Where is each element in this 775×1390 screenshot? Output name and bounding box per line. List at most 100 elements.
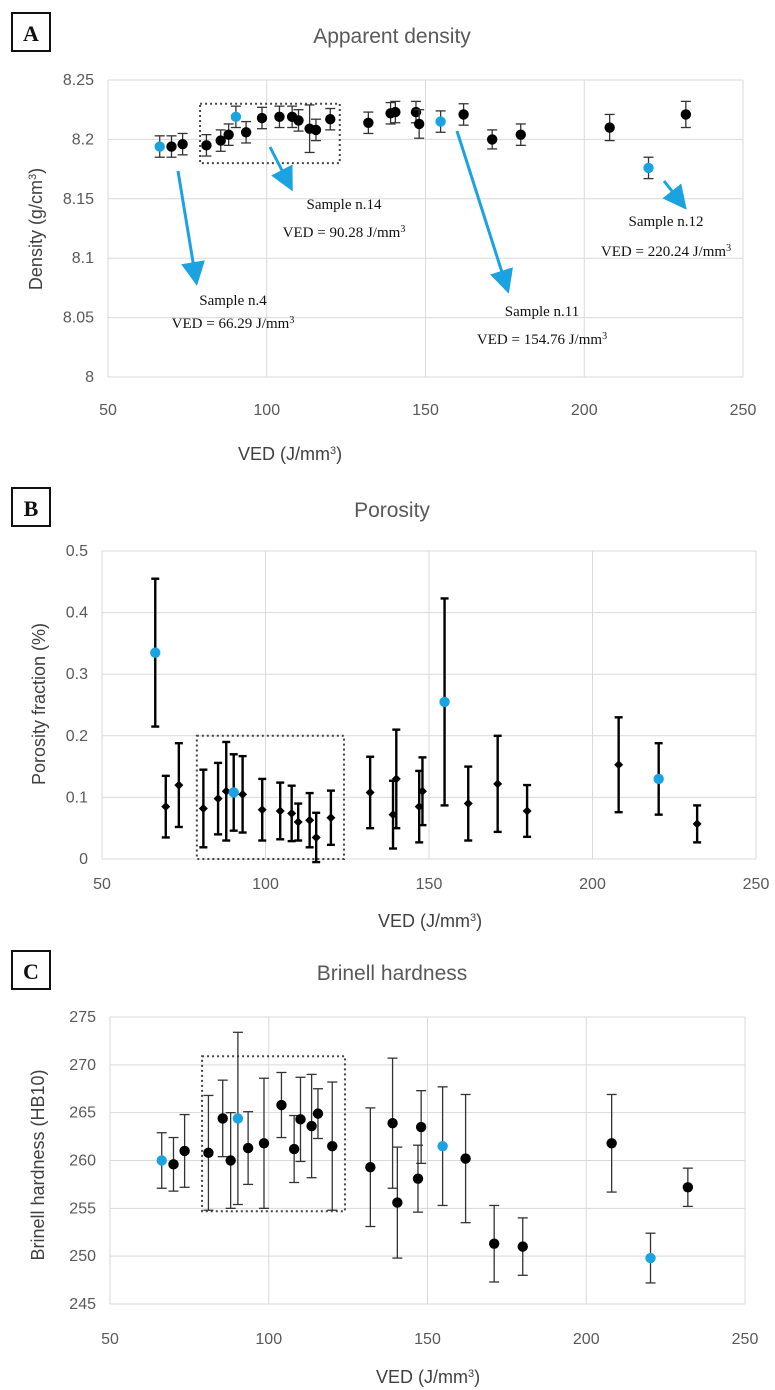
arrow-sample-12 xyxy=(662,180,687,210)
point-marker xyxy=(174,780,184,790)
data-point xyxy=(515,123,526,146)
arrow-sample-4 xyxy=(176,170,205,286)
data-point xyxy=(228,753,239,832)
data-point xyxy=(311,811,321,864)
point-marker xyxy=(276,1099,287,1111)
data-point xyxy=(327,1081,338,1211)
data-point xyxy=(203,1094,214,1211)
data-point xyxy=(238,754,248,834)
panel-c-highlight-box xyxy=(201,1055,346,1213)
y-tick-label: 0.3 xyxy=(66,666,88,683)
y-tick-label: 8.2 xyxy=(72,131,94,148)
data-point xyxy=(257,777,267,842)
point-marker xyxy=(213,794,223,804)
point-marker xyxy=(257,805,267,815)
y-tick-label: 0.1 xyxy=(66,789,88,806)
data-point xyxy=(256,106,268,130)
y-tick-label: 0.4 xyxy=(66,605,88,622)
data-point xyxy=(439,597,450,807)
data-point xyxy=(417,756,427,827)
panel-a-y-ticks: 8 8.05 8.1 8.15 8.2 8.25 xyxy=(63,72,94,386)
point-marker xyxy=(177,138,188,150)
point-marker xyxy=(692,819,702,829)
data-point xyxy=(161,774,171,839)
x-tick-label: 200 xyxy=(571,402,598,419)
data-point xyxy=(653,741,664,816)
x-tick-label: 250 xyxy=(732,1331,759,1348)
panel-b: B Porosity 0 0.1 0.2 0.3 0.4 0.5 50 100 150 200 2… xyxy=(11,487,769,931)
point-marker xyxy=(390,106,401,118)
annot-ved-12: VED = 220.24 J/mm3 xyxy=(601,243,731,261)
annot-ved-4: VED = 66.29 J/mm3 xyxy=(172,315,295,333)
panel-c-label: C xyxy=(23,959,39,984)
point-marker xyxy=(293,817,303,827)
y-tick-label: 8.1 xyxy=(72,250,94,267)
y-tick-label: 8.15 xyxy=(63,191,94,208)
data-point xyxy=(413,109,425,139)
panel-a-y-axis-label: Density (g/cm3) xyxy=(26,168,46,290)
panel-b-points xyxy=(150,577,702,864)
point-marker xyxy=(225,1155,236,1166)
data-point xyxy=(179,1113,190,1188)
data-point xyxy=(486,129,498,150)
data-point xyxy=(391,728,401,830)
data-point xyxy=(606,1093,617,1193)
data-point xyxy=(412,1144,424,1213)
data-point xyxy=(215,129,226,152)
data-point xyxy=(435,110,446,133)
highlight-point-marker xyxy=(435,116,446,127)
point-marker xyxy=(326,813,336,823)
point-marker xyxy=(306,1120,317,1132)
x-tick-label: 250 xyxy=(730,402,757,419)
point-marker xyxy=(201,140,212,151)
panel-b-x-axis-label: VED (J/mm3) xyxy=(378,911,482,931)
panel-c-label-box xyxy=(11,950,51,990)
data-point xyxy=(275,781,285,841)
data-point xyxy=(232,1031,244,1206)
data-point xyxy=(680,100,692,129)
y-tick-label: 8 xyxy=(85,369,94,386)
data-point xyxy=(177,132,188,156)
point-marker xyxy=(327,1140,338,1152)
point-marker xyxy=(161,802,171,812)
data-point xyxy=(365,1107,376,1228)
data-point xyxy=(150,577,161,728)
point-marker xyxy=(223,129,234,140)
data-point xyxy=(293,109,304,132)
data-point xyxy=(306,1073,317,1179)
data-point xyxy=(312,1088,324,1140)
x-tick-label: 50 xyxy=(99,402,117,419)
arrow-sample-14 xyxy=(268,146,293,192)
highlight-point-marker xyxy=(154,141,165,152)
point-marker xyxy=(365,1161,376,1173)
point-marker xyxy=(287,808,297,818)
point-marker xyxy=(166,141,177,152)
point-marker xyxy=(295,1114,306,1125)
y-tick-label: 0.2 xyxy=(66,728,88,745)
data-point xyxy=(643,156,654,180)
panel-a-label-box xyxy=(11,12,51,52)
panel-a-x-axis-label: VED (J/mm3) xyxy=(238,444,342,464)
panel-b-y-ticks: 0 0.1 0.2 0.3 0.4 0.5 xyxy=(66,543,88,868)
highlight-point-marker xyxy=(439,696,450,708)
data-point xyxy=(287,784,297,843)
x-tick-label: 100 xyxy=(253,402,280,419)
panel-b-label: B xyxy=(24,496,39,521)
point-marker xyxy=(312,1108,324,1119)
y-tick-label: 245 xyxy=(69,1296,96,1313)
data-point xyxy=(258,1077,270,1209)
panel-b-y-axis-label: Porosity fraction (%) xyxy=(29,623,49,785)
y-tick-label: 0 xyxy=(79,851,88,868)
highlight-point-marker xyxy=(156,1155,167,1166)
highlight-point-marker xyxy=(643,162,654,174)
y-tick-label: 8.05 xyxy=(63,310,94,327)
point-marker xyxy=(522,806,532,816)
data-point xyxy=(415,1090,427,1165)
panel-a-x-ticks: 50 100 150 200 250 xyxy=(99,402,756,419)
data-point xyxy=(363,111,374,135)
data-point xyxy=(365,755,375,830)
data-point xyxy=(240,120,252,144)
data-point xyxy=(392,1146,403,1259)
data-point xyxy=(288,1114,300,1184)
